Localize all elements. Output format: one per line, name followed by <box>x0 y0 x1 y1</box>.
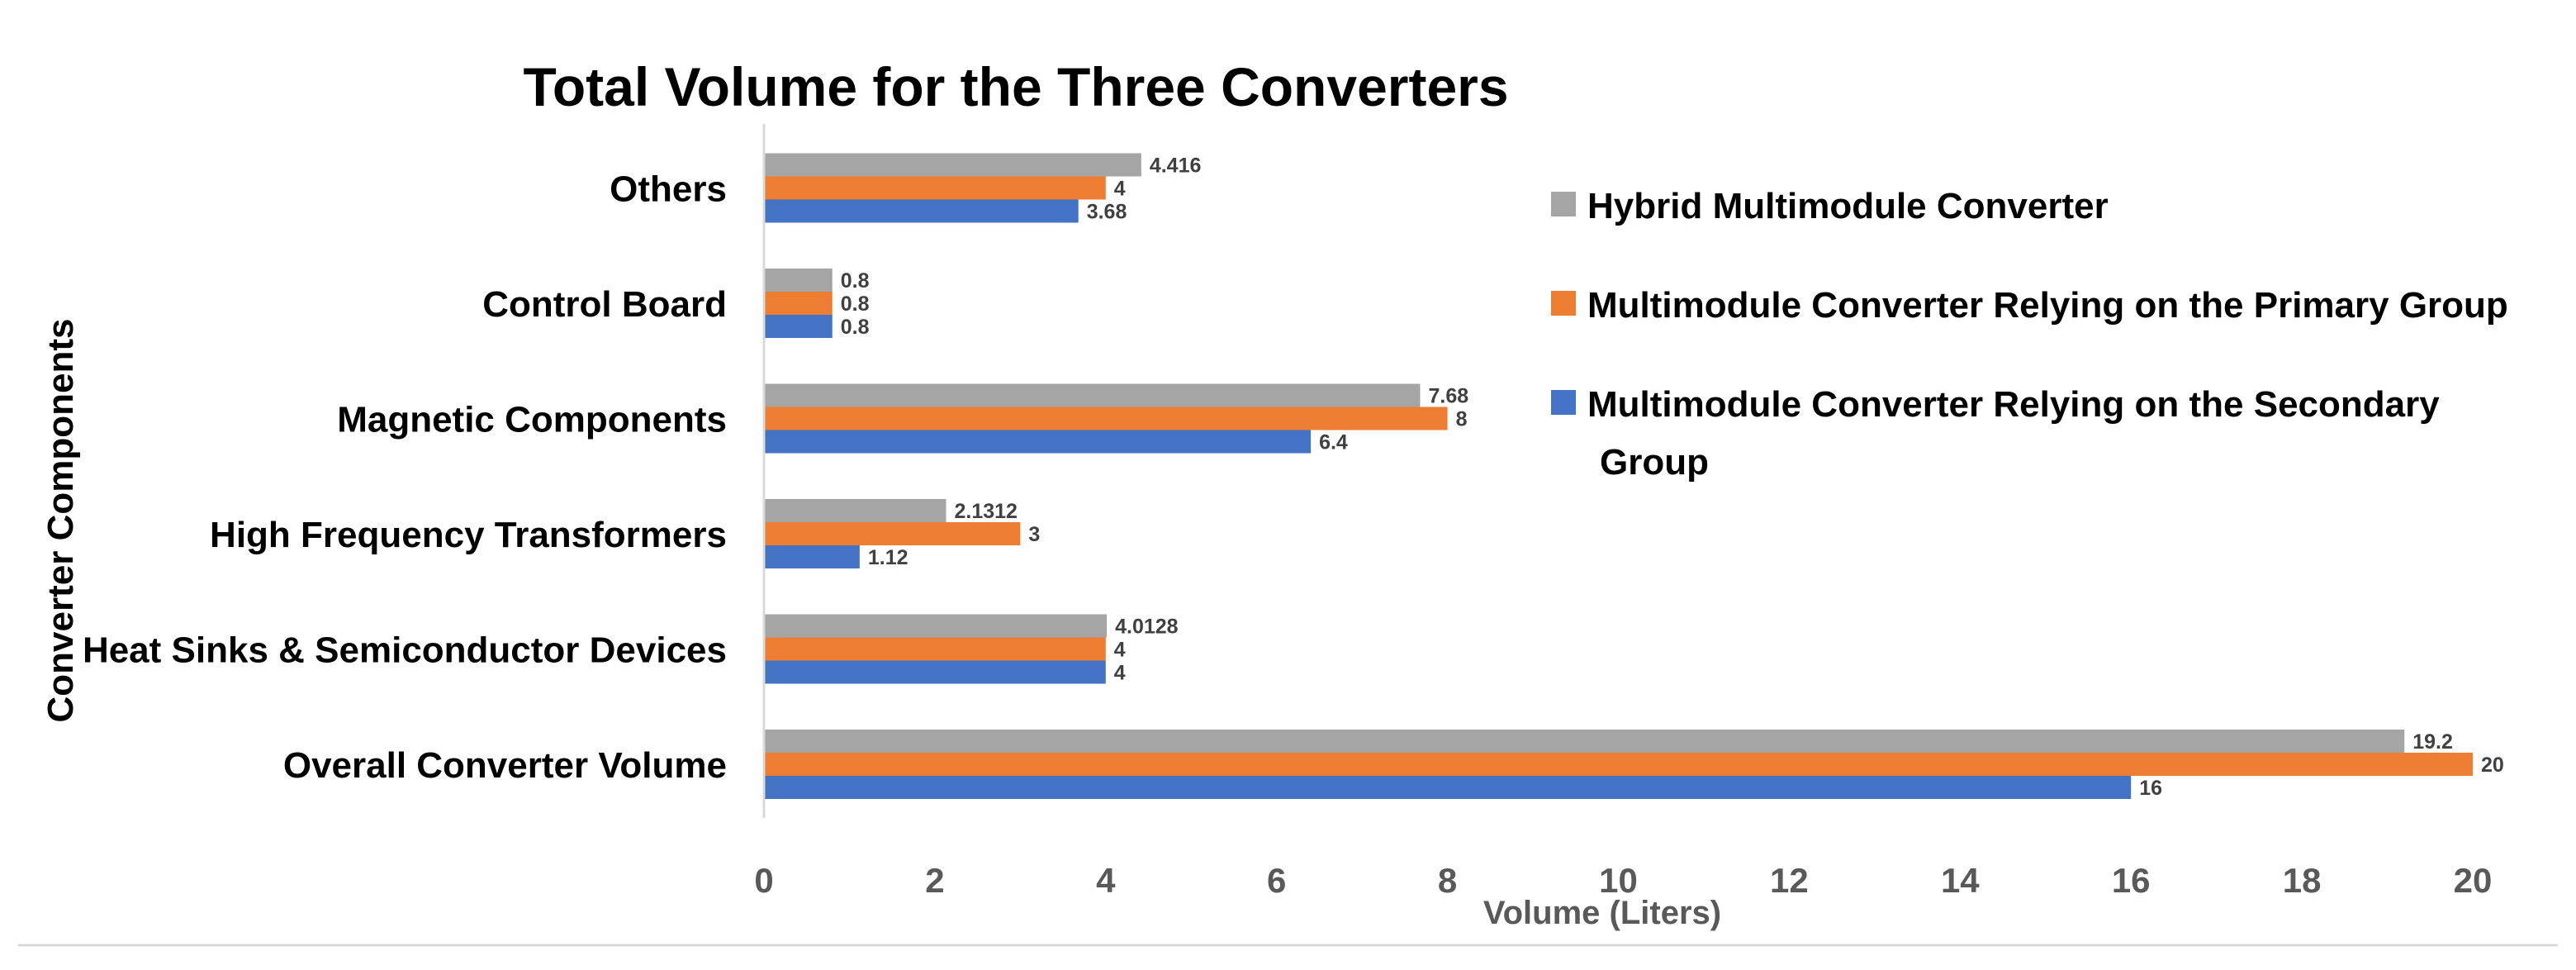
data-label-multimodule-converter-relying-on-the-secondary-group-heat-sinks-semiconductor-devices: 4 <box>1114 662 1126 685</box>
bar-hybrid-multimodule-converter-others <box>764 153 1141 177</box>
bar-hybrid-multimodule-converter-heat-sinks-semiconductor-devices <box>764 614 1108 638</box>
x-axis-title: Volume (Liters) <box>1483 895 1721 931</box>
data-label-hybrid-multimodule-converter-high-frequency-transformers: 2.1312 <box>954 500 1017 523</box>
legend-label-multimodule-converter-relying-on-the-secondary-group-line-2: Group <box>1600 442 1709 483</box>
bar-multimodule-converter-relying-on-the-secondary-group-control-board <box>764 315 833 338</box>
legend: Hybrid Multimodule Converter Multimodule … <box>1551 186 2508 483</box>
x-tick-label-4: 4 <box>1096 861 1116 900</box>
bar-multimodule-converter-relying-on-the-secondary-group-others <box>764 199 1079 223</box>
x-tick-label-12: 12 <box>1770 861 1809 900</box>
x-tick-label-10: 10 <box>1599 861 1638 900</box>
x-tick-label-14: 14 <box>1941 861 1980 900</box>
legend-swatch-multimodule-converter-relying-on-the-secondary-group <box>1551 390 1576 415</box>
x-tick-label-0: 0 <box>754 861 773 900</box>
data-label-multimodule-converter-relying-on-the-secondary-group-control-board: 0.8 <box>841 316 870 339</box>
data-label-multimodule-converter-relying-on-the-secondary-group-overall-converter-volume: 16 <box>2139 777 2162 800</box>
bar-hybrid-multimodule-converter-control-board <box>764 269 833 292</box>
bar-hybrid-multimodule-converter-magnetic-components <box>764 383 1421 407</box>
category-labels-group: Overall Converter Volume Heat Sinks & Sem… <box>83 169 727 787</box>
x-tick-label-2: 2 <box>925 861 944 900</box>
data-label-multimodule-converter-relying-on-the-primary-group-control-board: 0.8 <box>841 292 870 316</box>
data-label-multimodule-converter-relying-on-the-primary-group-magnetic-components: 8 <box>1456 408 1468 431</box>
category-label-others: Others <box>610 169 727 210</box>
data-label-hybrid-multimodule-converter-control-board: 0.8 <box>841 269 870 292</box>
data-labels-group: 162019.2444.01281.1232.13126.487.680.80.… <box>841 155 2504 801</box>
x-tick-label-8: 8 <box>1438 861 1457 900</box>
bar-multimodule-converter-relying-on-the-primary-group-heat-sinks-semiconductor-devices <box>764 637 1106 661</box>
legend-label-hybrid-multimodule-converter: Hybrid Multimodule Converter <box>1587 186 2109 226</box>
chart-title: Total Volume for the Three Converters <box>523 56 1508 117</box>
data-label-multimodule-converter-relying-on-the-secondary-group-magnetic-components: 6.4 <box>1319 431 1348 454</box>
bar-multimodule-converter-relying-on-the-secondary-group-magnetic-components <box>764 430 1312 454</box>
bar-multimodule-converter-relying-on-the-secondary-group-heat-sinks-semiconductor-devices <box>764 660 1106 684</box>
bar-multimodule-converter-relying-on-the-primary-group-control-board <box>764 292 833 315</box>
data-label-multimodule-converter-relying-on-the-secondary-group-others: 3.68 <box>1087 201 1127 224</box>
bars-group <box>764 153 2473 799</box>
data-label-multimodule-converter-relying-on-the-secondary-group-high-frequency-transformers: 1.12 <box>868 546 908 569</box>
legend-swatch-hybrid-multimodule-converter <box>1551 192 1576 216</box>
data-label-multimodule-converter-relying-on-the-primary-group-others: 4 <box>1114 178 1126 201</box>
x-tick-labels-group: 0 2 4 6 8 10 12 14 16 18 20 <box>754 861 2492 900</box>
category-label-overall-converter-volume: Overall Converter Volume <box>283 745 727 786</box>
bar-multimodule-converter-relying-on-the-primary-group-high-frequency-transformers <box>764 522 1021 545</box>
legend-label-multimodule-converter-relying-on-the-primary-group: Multimodule Converter Relying on the Pri… <box>1587 285 2508 326</box>
data-label-multimodule-converter-relying-on-the-primary-group-heat-sinks-semiconductor-devices: 4 <box>1114 639 1126 662</box>
bar-multimodule-converter-relying-on-the-primary-group-magnetic-components <box>764 407 1448 430</box>
bar-multimodule-converter-relying-on-the-primary-group-overall-converter-volume <box>764 753 2473 776</box>
bar-multimodule-converter-relying-on-the-primary-group-others <box>764 176 1106 200</box>
x-tick-label-6: 6 <box>1267 861 1286 900</box>
category-label-heat-sinks-semiconductor-devices: Heat Sinks & Semiconductor Devices <box>83 630 727 671</box>
data-label-multimodule-converter-relying-on-the-primary-group-overall-converter-volume: 20 <box>2481 754 2504 777</box>
bar-hybrid-multimodule-converter-high-frequency-transformers <box>764 499 946 522</box>
category-label-high-frequency-transformers: High Frequency Transformers <box>210 515 727 555</box>
y-axis-title: Converter Components <box>40 319 81 723</box>
bar-hybrid-multimodule-converter-overall-converter-volume <box>764 730 2405 753</box>
data-label-hybrid-multimodule-converter-magnetic-components: 7.68 <box>1428 385 1468 408</box>
bar-multimodule-converter-relying-on-the-secondary-group-overall-converter-volume <box>764 776 2132 799</box>
category-label-control-board: Control Board <box>482 284 727 325</box>
data-label-hybrid-multimodule-converter-overall-converter-volume: 19.2 <box>2412 730 2453 754</box>
x-tick-label-20: 20 <box>2454 861 2493 900</box>
x-tick-label-16: 16 <box>2112 861 2151 900</box>
bar-multimodule-converter-relying-on-the-secondary-group-high-frequency-transformers <box>764 545 860 568</box>
category-label-magnetic-components: Magnetic Components <box>337 400 727 440</box>
data-label-hybrid-multimodule-converter-heat-sinks-semiconductor-devices: 4.0128 <box>1115 616 1179 639</box>
legend-swatch-multimodule-converter-relying-on-the-primary-group <box>1551 291 1576 316</box>
data-label-multimodule-converter-relying-on-the-primary-group-high-frequency-transformers: 3 <box>1028 523 1040 546</box>
x-tick-label-18: 18 <box>2283 861 2322 900</box>
data-label-hybrid-multimodule-converter-others: 4.416 <box>1150 155 1202 178</box>
legend-label-multimodule-converter-relying-on-the-secondary-group: Multimodule Converter Relying on the Sec… <box>1587 384 2440 425</box>
